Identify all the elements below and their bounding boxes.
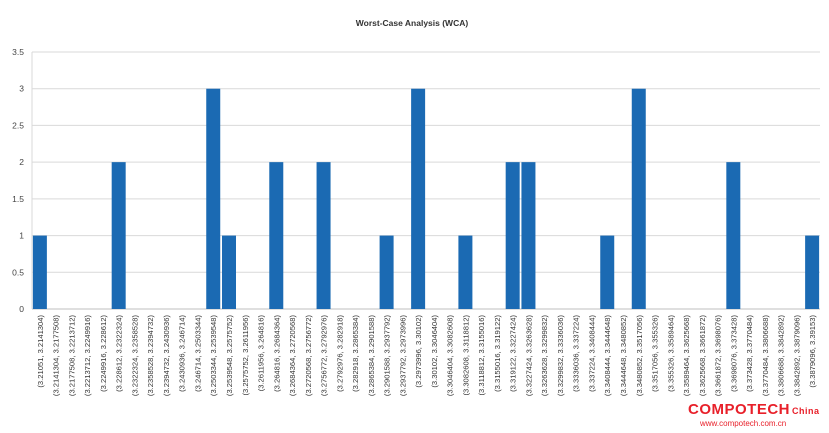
bar — [631, 88, 646, 309]
x-tick-label: (3.2394732, 3.2430936) — [162, 315, 171, 397]
bar — [505, 162, 520, 309]
x-axis-ticks: (3.21051, 3.2141304) (3.2141304, 3.217750… — [36, 315, 817, 397]
x-tick-label: (3.3408444, 3.3444648) — [603, 315, 612, 397]
x-tick-label: (3.337224, 3.3408444) — [587, 315, 596, 392]
x-tick-label: (3.3299832, 3.3336036) — [556, 315, 565, 397]
x-tick-label: (3.2539548, 3.2575752) — [225, 315, 234, 397]
bar — [805, 235, 820, 309]
bars — [32, 88, 820, 309]
x-tick-label: (3.3480852, 3.3517056) — [635, 315, 644, 397]
x-tick-label: (3.246714, 3.2503344) — [193, 315, 202, 392]
x-tick-label: (3.2901588, 3.2937792) — [383, 315, 392, 397]
x-tick-label: (3.3879096, 3.39153) — [808, 315, 817, 388]
x-tick-label: (3.355326, 3.3589464) — [666, 315, 675, 392]
x-tick-label: (3.2322324, 3.2358528) — [130, 315, 139, 397]
x-tick-label: (3.2430936, 3.246714) — [178, 315, 187, 392]
y-tick-label: 1 — [19, 231, 24, 241]
gridlines — [31, 51, 820, 310]
bar — [458, 235, 473, 309]
x-tick-label: (3.2865384, 3.2901588) — [367, 315, 376, 397]
x-tick-label: (3.2973996, 3.30102) — [414, 315, 423, 388]
watermark-suffix: China — [792, 406, 820, 416]
y-tick-label: 0.5 — [12, 267, 24, 277]
bar — [521, 162, 536, 309]
x-tick-label: (3.3625668, 3.3661872) — [698, 315, 707, 397]
watermark-brand: COMPOTECH — [688, 401, 790, 418]
y-tick-label: 2.5 — [12, 120, 24, 130]
x-tick-label: (3.2792976, 3.282918) — [335, 315, 344, 392]
x-tick-label: (3.3082608, 3.3118812) — [461, 315, 470, 396]
bar — [726, 162, 741, 309]
bar — [600, 235, 615, 309]
y-tick-label: 3 — [19, 84, 24, 94]
bar — [32, 235, 47, 309]
x-tick-label: (3.3227424, 3.3263628) — [524, 315, 533, 397]
x-tick-label: (3.3589464, 3.3625668) — [682, 315, 691, 397]
x-tick-label: (3.3155016, 3.319122) — [493, 315, 502, 392]
x-tick-label: (3.2141304, 3.2177508) — [52, 315, 61, 397]
x-tick-label: (3.3517056, 3.355326) — [651, 315, 660, 392]
y-tick-label: 1.5 — [12, 194, 24, 204]
y-tick-label: 2 — [19, 157, 24, 167]
x-tick-label: (3.3118812, 3.3155016) — [477, 315, 486, 396]
y-tick-label: 0 — [19, 304, 24, 314]
chart-title: Worst-Case Analysis (WCA) — [356, 18, 469, 28]
watermark-url: www.compotech.com.cn — [699, 419, 786, 428]
x-tick-label: (3.2503344, 3.2539548) — [209, 315, 218, 397]
x-tick-label: (3.3444648, 3.3480852) — [619, 315, 628, 397]
bar — [222, 235, 236, 309]
bar — [269, 162, 284, 309]
x-tick-label: (3.2756772, 3.2792976) — [320, 315, 329, 397]
x-tick-label: (3.2575752, 3.2611956) — [241, 315, 250, 396]
x-tick-label: (3.264816, 3.2684364) — [272, 315, 281, 392]
y-axis-ticks: 0 0.5 1 1.5 2 2.5 3 3.5 — [12, 47, 24, 314]
x-tick-label: (3.2177508, 3.2213712) — [67, 315, 76, 397]
x-tick-label: (3.228612, 3.2322324) — [115, 315, 124, 392]
x-tick-label: (3.3698076, 3.373428) — [729, 315, 738, 392]
bar — [206, 88, 221, 309]
x-tick-label: (3.30102, 3.3046404) — [430, 315, 439, 388]
bar — [111, 162, 126, 309]
y-tick-label: 3.5 — [12, 47, 24, 57]
x-tick-label: (3.3842892, 3.3879096) — [792, 315, 801, 397]
x-tick-label: (3.282918, 3.2865384) — [351, 315, 360, 392]
x-tick-label: (3.2684364, 3.2720568) — [288, 315, 297, 397]
x-tick-label: (3.2213712, 3.2249916) — [83, 315, 92, 397]
bar — [316, 162, 331, 309]
x-tick-label: (3.21051, 3.2141304) — [36, 315, 45, 388]
x-tick-label: (3.2611956, 3.264816) — [257, 315, 266, 392]
x-tick-label: (3.3046404, 3.3082608) — [446, 315, 455, 397]
watermark: COMPOTECH China www.compotech.com.cn — [688, 401, 820, 428]
x-tick-label: (3.3770484, 3.3806688) — [761, 315, 770, 397]
x-tick-label: (3.3336036, 3.337224) — [572, 315, 581, 392]
x-tick-label: (3.2937792, 3.2973996) — [398, 315, 407, 397]
bar — [411, 88, 426, 309]
x-tick-label: (3.319122, 3.3227424) — [509, 315, 518, 392]
x-tick-label: (3.3661872, 3.3698076) — [714, 315, 723, 397]
x-tick-label: (3.373428, 3.3770484) — [745, 315, 754, 392]
x-tick-label: (3.2720568, 3.2756772) — [304, 315, 313, 397]
x-tick-label: (3.3263628, 3.3299832) — [540, 315, 549, 397]
x-tick-label: (3.2249916, 3.228612) — [99, 315, 108, 392]
x-tick-label: (3.2358528, 3.2394732) — [146, 315, 155, 397]
bar — [379, 235, 394, 309]
x-tick-label: (3.3806688, 3.3842892) — [777, 315, 786, 397]
